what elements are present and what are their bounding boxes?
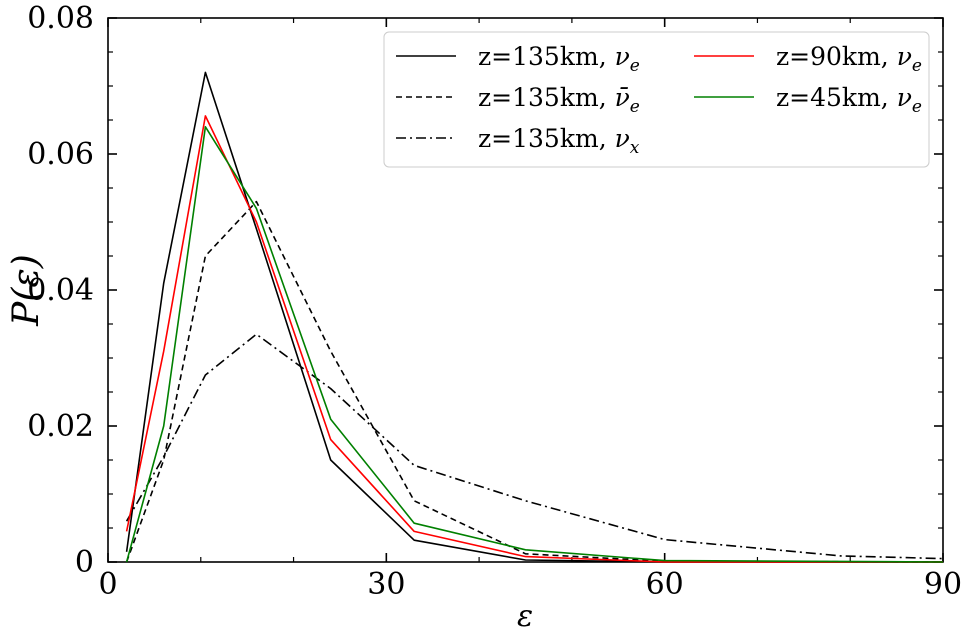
y-tick-label: 0.04 bbox=[27, 273, 94, 308]
series-line-4 bbox=[125, 115, 943, 563]
axis-ticks: 0 30 60 90 0 0.02 0.04 0.06 0.08 bbox=[27, 1, 962, 602]
x-tick-label: 30 bbox=[367, 567, 405, 602]
y-tick-label: 0.06 bbox=[27, 137, 94, 172]
legend-label-5: z=45km, νe bbox=[776, 83, 922, 117]
y-tick-label: 0.02 bbox=[27, 409, 94, 444]
legend-box bbox=[383, 31, 930, 168]
y-tick-label: 0.08 bbox=[27, 1, 94, 36]
y-axis-label: P(ε) bbox=[6, 254, 47, 327]
series-line-2 bbox=[125, 200, 944, 563]
series-line-3 bbox=[125, 333, 944, 560]
x-tick-label: 0 bbox=[98, 567, 117, 602]
x-tick-label: 90 bbox=[924, 567, 962, 602]
x-tick-label: 60 bbox=[646, 567, 684, 602]
x-axis-label: ε bbox=[517, 599, 533, 634]
y-tick-label: 0 bbox=[75, 545, 94, 580]
series-line-1 bbox=[125, 71, 943, 563]
series-layer bbox=[125, 71, 944, 563]
legend-label-4: z=90km, νe bbox=[776, 42, 922, 76]
legend-label-1: z=135km, νe bbox=[478, 42, 640, 76]
legend: z=135km, νe z=135km, ν̄e z=135km, νx z=90km… bbox=[383, 31, 930, 168]
series-line-5 bbox=[125, 126, 944, 563]
legend-label-3: z=135km, νx bbox=[478, 124, 640, 158]
legend-label-2: z=135km, ν̄e bbox=[478, 83, 640, 117]
